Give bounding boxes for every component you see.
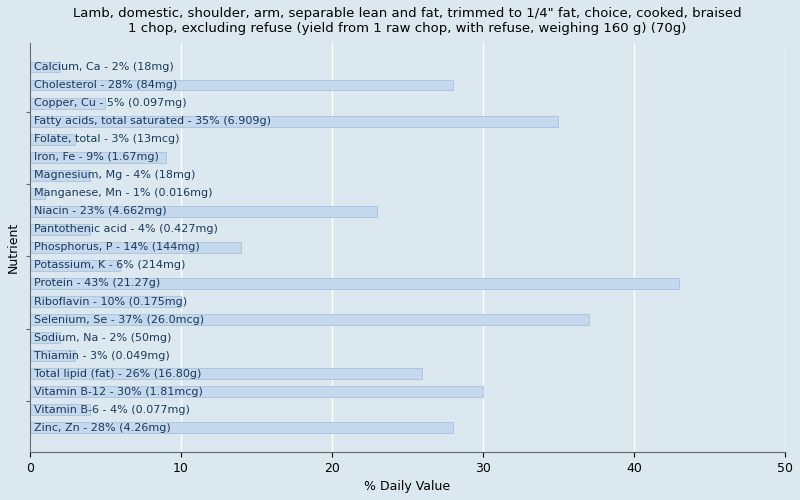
Bar [30,260,120,271]
Text: Copper, Cu - 5% (0.097mg): Copper, Cu - 5% (0.097mg) [34,98,187,108]
Text: Calcium, Ca - 2% (18mg): Calcium, Ca - 2% (18mg) [34,62,174,72]
Text: Zinc, Zn - 28% (4.26mg): Zinc, Zn - 28% (4.26mg) [34,423,171,433]
Bar [30,278,679,289]
Text: Protein - 43% (21.27g): Protein - 43% (21.27g) [34,278,161,288]
Text: Manganese, Mn - 1% (0.016mg): Manganese, Mn - 1% (0.016mg) [34,188,213,198]
Text: Cholesterol - 28% (84mg): Cholesterol - 28% (84mg) [34,80,178,90]
Text: Potassium, K - 6% (214mg): Potassium, K - 6% (214mg) [34,260,186,270]
Bar [30,350,75,361]
Y-axis label: Nutrient: Nutrient [7,222,20,273]
Bar [30,332,60,343]
Text: Magnesium, Mg - 4% (18mg): Magnesium, Mg - 4% (18mg) [34,170,195,180]
Bar [30,206,377,217]
Bar [30,80,453,90]
Text: Selenium, Se - 37% (26.0mcg): Selenium, Se - 37% (26.0mcg) [34,314,204,324]
X-axis label: % Daily Value: % Daily Value [364,480,450,493]
Bar [30,386,483,397]
Text: Vitamin B-6 - 4% (0.077mg): Vitamin B-6 - 4% (0.077mg) [34,405,190,415]
Bar [30,404,90,415]
Bar [30,98,106,108]
Bar [30,242,241,253]
Bar [30,296,181,307]
Text: Folate, total - 3% (13mcg): Folate, total - 3% (13mcg) [34,134,180,144]
Bar [30,224,90,235]
Bar [30,134,75,144]
Text: Phosphorus, P - 14% (144mg): Phosphorus, P - 14% (144mg) [34,242,200,252]
Text: Vitamin B-12 - 30% (1.81mcg): Vitamin B-12 - 30% (1.81mcg) [34,386,203,396]
Text: Thiamin - 3% (0.049mg): Thiamin - 3% (0.049mg) [34,350,170,360]
Text: Pantothenic acid - 4% (0.427mg): Pantothenic acid - 4% (0.427mg) [34,224,218,234]
Title: Lamb, domestic, shoulder, arm, separable lean and fat, trimmed to 1/4" fat, choi: Lamb, domestic, shoulder, arm, separable… [73,7,742,35]
Text: Sodium, Na - 2% (50mg): Sodium, Na - 2% (50mg) [34,332,171,342]
Text: Total lipid (fat) - 26% (16.80g): Total lipid (fat) - 26% (16.80g) [34,368,202,378]
Bar [30,116,558,126]
Bar [30,188,45,198]
Bar [30,62,60,72]
Bar [30,170,90,180]
Bar [30,152,166,162]
Text: Riboflavin - 10% (0.175mg): Riboflavin - 10% (0.175mg) [34,296,187,306]
Bar [30,368,422,379]
Bar [30,422,453,433]
Text: Niacin - 23% (4.662mg): Niacin - 23% (4.662mg) [34,206,167,216]
Text: Fatty acids, total saturated - 35% (6.909g): Fatty acids, total saturated - 35% (6.90… [34,116,271,126]
Bar [30,314,589,325]
Text: Iron, Fe - 9% (1.67mg): Iron, Fe - 9% (1.67mg) [34,152,159,162]
